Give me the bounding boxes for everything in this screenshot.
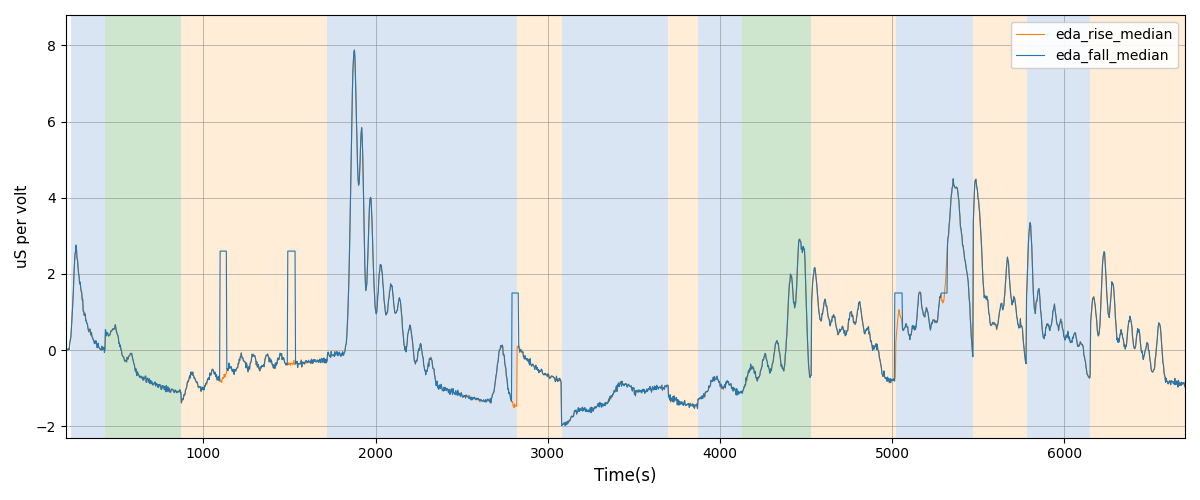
Line: eda_fall_median: eda_fall_median xyxy=(66,50,1184,426)
eda_fall_median xyxy=(347,47,361,53)
Bar xyxy=(743,15,811,438)
eda_rise_median xyxy=(59,344,73,350)
Bar xyxy=(181,15,328,438)
eda_rise_median xyxy=(554,422,569,428)
Bar xyxy=(811,15,895,438)
Legend: eda_rise_median, eda_fall_median: eda_rise_median, eda_fall_median xyxy=(1010,22,1178,68)
eda_fall_median xyxy=(558,422,572,428)
eda_fall_median xyxy=(59,344,73,350)
Line: eda_rise_median: eda_rise_median xyxy=(66,50,1184,426)
Bar xyxy=(71,15,106,438)
eda_rise_median xyxy=(1142,354,1157,360)
eda_fall_median xyxy=(85,334,100,340)
Bar xyxy=(328,15,517,438)
Bar xyxy=(668,15,697,438)
eda_rise_median xyxy=(85,334,100,340)
Bar xyxy=(697,15,743,438)
eda_fall_median xyxy=(920,309,935,315)
Bar xyxy=(106,15,181,438)
Bar xyxy=(1091,15,1186,438)
eda_rise_median xyxy=(347,48,361,54)
eda_rise_median xyxy=(920,310,935,316)
Bar xyxy=(973,15,1026,438)
eda_rise_median xyxy=(1052,322,1067,328)
Bar xyxy=(895,15,973,438)
X-axis label: Time(s): Time(s) xyxy=(594,467,656,485)
eda_fall_median xyxy=(1052,323,1067,329)
eda_rise_median xyxy=(301,358,316,364)
eda_fall_median xyxy=(295,359,310,365)
eda_rise_median xyxy=(295,359,310,365)
eda_fall_median xyxy=(1142,352,1157,358)
Y-axis label: uS per volt: uS per volt xyxy=(16,184,30,268)
eda_fall_median xyxy=(1177,384,1192,390)
eda_rise_median xyxy=(1177,384,1192,390)
eda_fall_median xyxy=(301,358,316,364)
Bar xyxy=(1026,15,1091,438)
Bar xyxy=(517,15,562,438)
Bar xyxy=(562,15,668,438)
